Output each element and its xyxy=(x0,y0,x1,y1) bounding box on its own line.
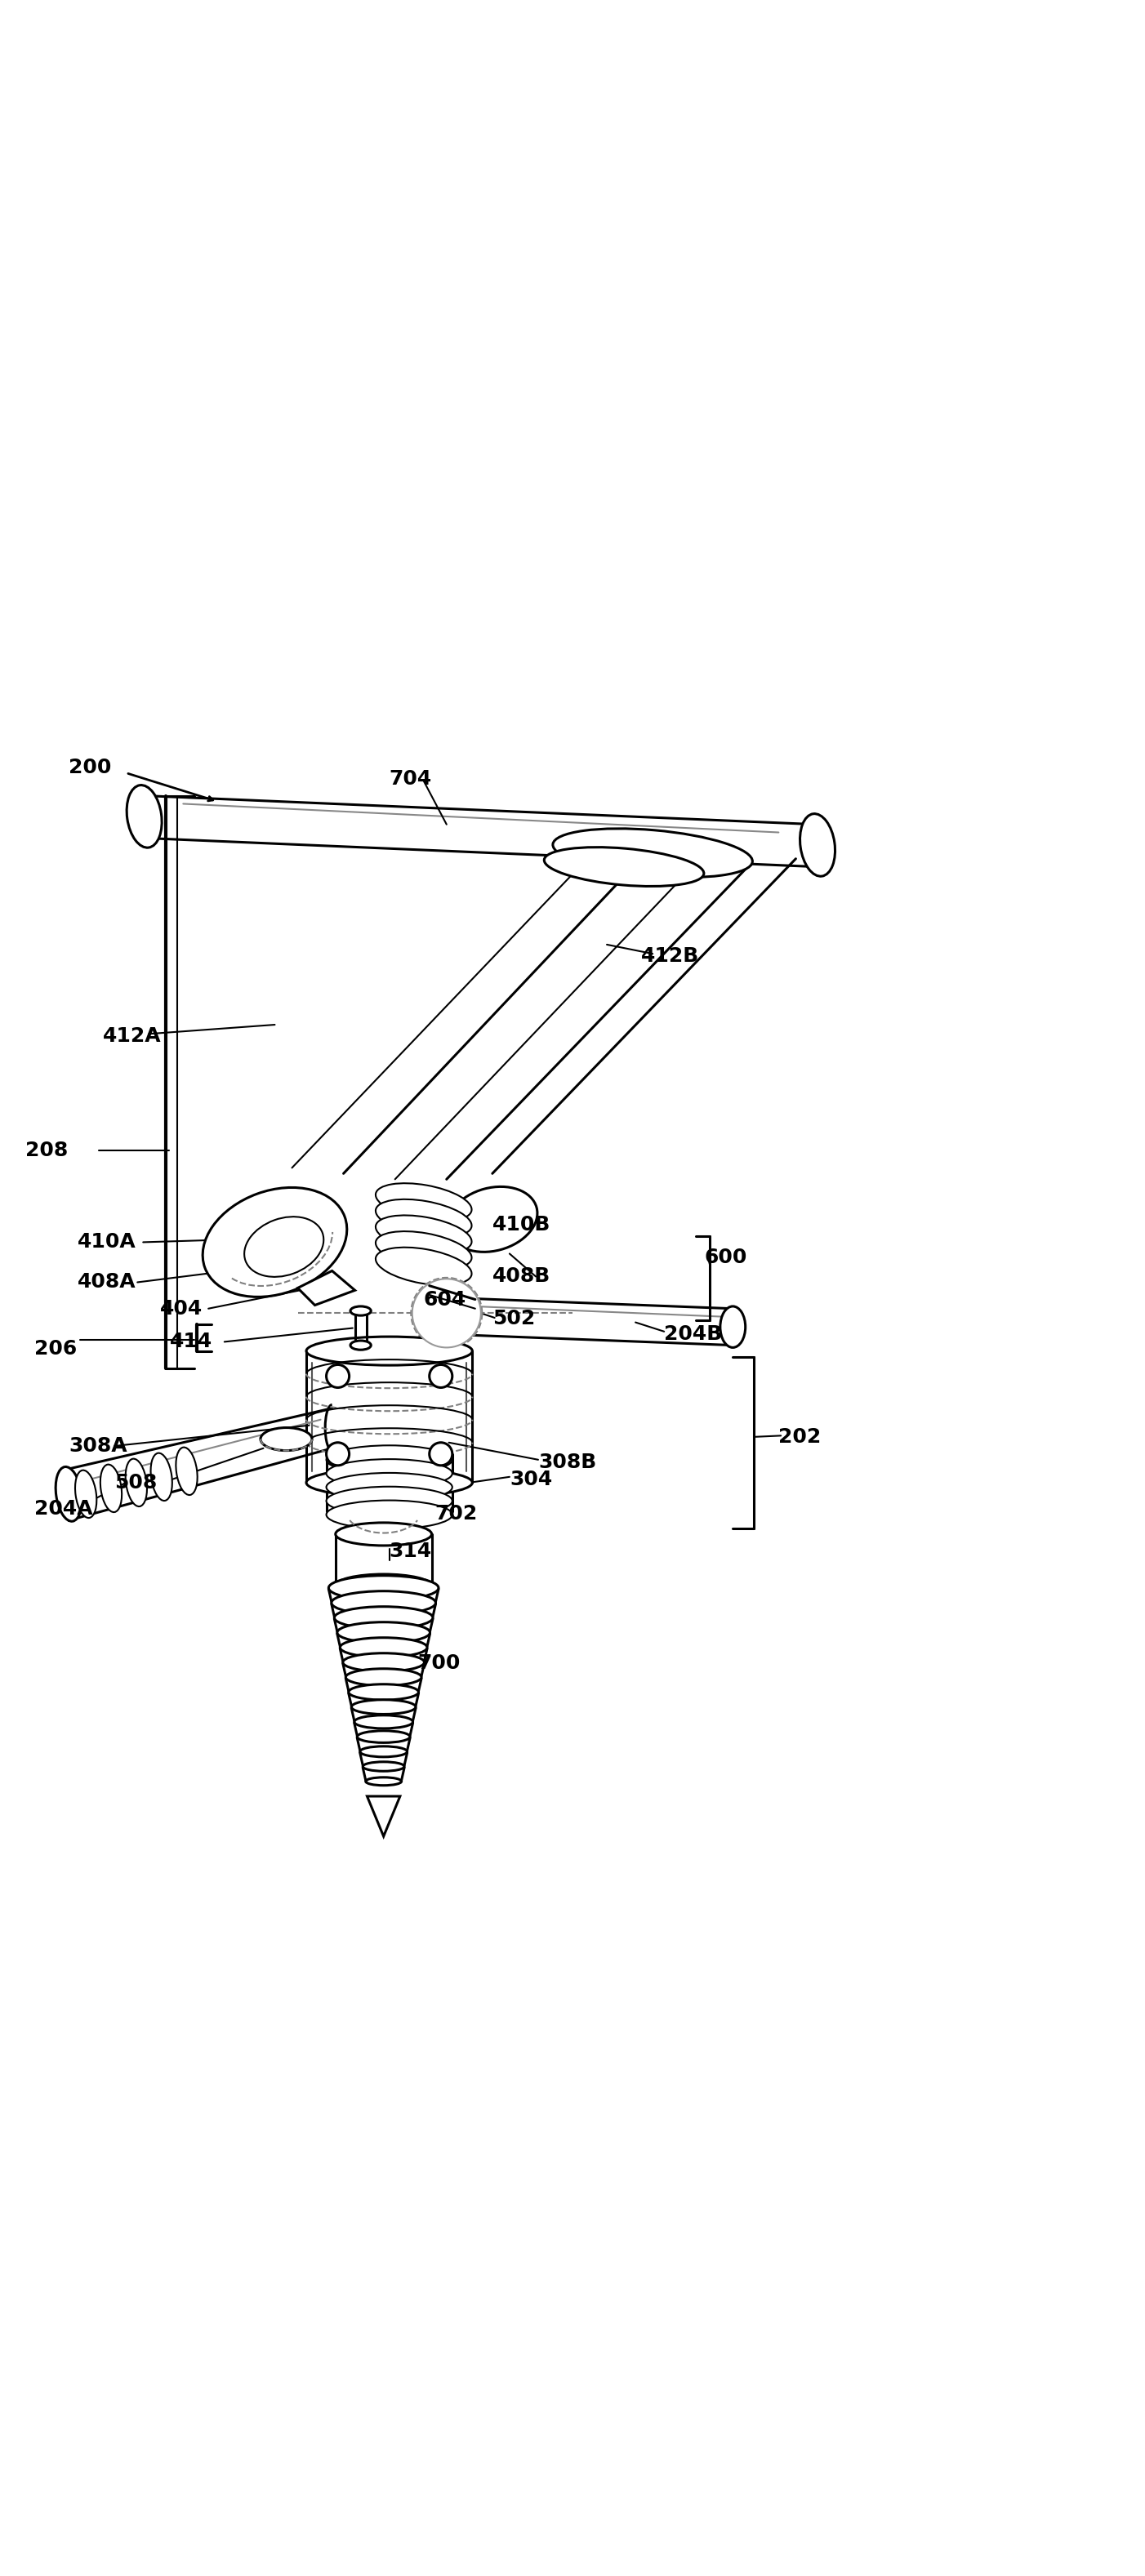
Text: 202: 202 xyxy=(779,1427,821,1448)
Ellipse shape xyxy=(335,1574,432,1597)
Ellipse shape xyxy=(151,1453,172,1502)
Ellipse shape xyxy=(244,1216,324,1278)
Ellipse shape xyxy=(376,1247,472,1285)
Ellipse shape xyxy=(76,1471,96,1517)
Ellipse shape xyxy=(346,1669,421,1685)
Ellipse shape xyxy=(360,1747,408,1757)
Text: 308B: 308B xyxy=(538,1453,597,1471)
Ellipse shape xyxy=(334,1607,433,1628)
Text: 404: 404 xyxy=(160,1298,203,1319)
Ellipse shape xyxy=(56,1466,81,1522)
Ellipse shape xyxy=(101,1466,121,1512)
Ellipse shape xyxy=(354,1716,413,1728)
Ellipse shape xyxy=(326,1445,452,1473)
Ellipse shape xyxy=(340,1638,427,1656)
Text: 604: 604 xyxy=(424,1291,466,1309)
Ellipse shape xyxy=(448,1188,537,1252)
Ellipse shape xyxy=(260,1427,311,1450)
Ellipse shape xyxy=(203,1188,347,1296)
Text: 314: 314 xyxy=(389,1540,432,1561)
Ellipse shape xyxy=(329,1577,439,1600)
Text: 704: 704 xyxy=(389,768,432,788)
Ellipse shape xyxy=(326,1458,452,1489)
Text: 408B: 408B xyxy=(492,1267,551,1285)
Text: 600: 600 xyxy=(704,1247,747,1267)
Ellipse shape xyxy=(326,1499,452,1530)
Text: 408A: 408A xyxy=(78,1273,136,1293)
Ellipse shape xyxy=(326,1486,452,1515)
Ellipse shape xyxy=(376,1216,472,1252)
Text: 412A: 412A xyxy=(103,1025,161,1046)
Ellipse shape xyxy=(376,1182,472,1221)
Ellipse shape xyxy=(376,1200,472,1236)
Ellipse shape xyxy=(350,1306,371,1316)
Polygon shape xyxy=(368,1795,400,1837)
Text: 200: 200 xyxy=(69,757,111,778)
Ellipse shape xyxy=(350,1340,371,1350)
Circle shape xyxy=(412,1278,481,1347)
Text: 702: 702 xyxy=(435,1504,477,1522)
Ellipse shape xyxy=(800,814,835,876)
Text: 700: 700 xyxy=(418,1654,460,1674)
Circle shape xyxy=(326,1443,349,1466)
Text: 414: 414 xyxy=(169,1332,212,1352)
Ellipse shape xyxy=(363,1762,404,1772)
Circle shape xyxy=(429,1443,452,1466)
Ellipse shape xyxy=(365,1777,402,1785)
Ellipse shape xyxy=(335,1522,432,1546)
Ellipse shape xyxy=(126,1458,147,1507)
Ellipse shape xyxy=(337,1623,431,1643)
Ellipse shape xyxy=(376,1231,472,1270)
Circle shape xyxy=(326,1365,349,1388)
Text: 204B: 204B xyxy=(664,1324,722,1345)
Ellipse shape xyxy=(357,1731,410,1744)
Ellipse shape xyxy=(127,786,161,848)
Text: 412B: 412B xyxy=(641,945,700,966)
Ellipse shape xyxy=(544,848,704,886)
Text: 206: 206 xyxy=(34,1340,77,1358)
Ellipse shape xyxy=(307,1337,473,1365)
Circle shape xyxy=(429,1365,452,1388)
Polygon shape xyxy=(298,1270,355,1306)
Text: 508: 508 xyxy=(115,1473,157,1492)
Ellipse shape xyxy=(331,1592,436,1615)
Ellipse shape xyxy=(342,1654,425,1672)
Text: 304: 304 xyxy=(510,1468,552,1489)
Ellipse shape xyxy=(720,1306,745,1347)
Ellipse shape xyxy=(307,1468,473,1497)
Ellipse shape xyxy=(326,1473,452,1502)
Text: 410A: 410A xyxy=(78,1231,136,1252)
Text: 308A: 308A xyxy=(69,1437,127,1455)
Text: 502: 502 xyxy=(492,1309,535,1329)
Text: 208: 208 xyxy=(25,1141,68,1159)
Ellipse shape xyxy=(352,1700,416,1713)
Text: 410B: 410B xyxy=(492,1216,551,1234)
Ellipse shape xyxy=(348,1685,419,1700)
Text: 204A: 204A xyxy=(34,1499,93,1520)
Ellipse shape xyxy=(553,829,752,878)
Ellipse shape xyxy=(176,1448,197,1494)
